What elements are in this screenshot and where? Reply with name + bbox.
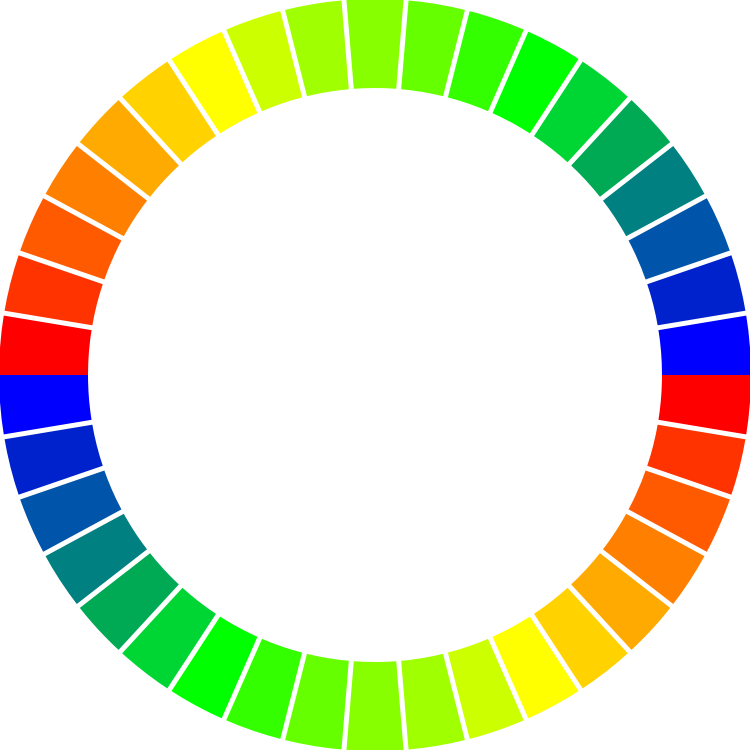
segment-gap [396, 658, 409, 750]
wheel-segment [223, 10, 305, 113]
segment-gap [16, 249, 107, 285]
wheel-segment [0, 375, 92, 437]
segment-gap [442, 650, 471, 743]
segment-gap [487, 634, 530, 723]
segment-gap [528, 57, 584, 138]
wheel-segment [223, 637, 305, 740]
wheel-segment [44, 511, 149, 606]
wheel-segment [120, 586, 219, 690]
segment-gap [279, 7, 308, 100]
segment-gap [117, 95, 184, 168]
wheel-segment [531, 60, 630, 164]
wheel-segment [646, 422, 746, 498]
wheel-segment [601, 511, 706, 606]
wheel-segment [601, 144, 706, 239]
segment-gap [598, 140, 675, 202]
segment-gap [487, 27, 530, 116]
segment-gap [279, 650, 308, 743]
wheel-segment [44, 144, 149, 239]
wheel-segment [569, 551, 672, 652]
segment-gap [75, 548, 152, 610]
wheel-segment [78, 551, 181, 652]
segment-gap [16, 465, 107, 501]
segment-gap [41, 508, 126, 558]
segment-gap [624, 192, 709, 242]
wheel-segment [120, 60, 219, 164]
segment-gap [166, 612, 222, 693]
segment-gap [220, 27, 263, 116]
segment-gap [598, 548, 675, 610]
segment-gap [341, 658, 354, 750]
segment-gap [166, 57, 222, 138]
segment-gap [655, 310, 749, 331]
wheel-segment [445, 637, 527, 740]
wheel-segment [445, 10, 527, 113]
wheel-segment [490, 30, 581, 135]
wheel-segment [658, 313, 750, 375]
segment-gap [566, 95, 633, 168]
wheel-segment [78, 98, 181, 199]
wheel-segment [658, 375, 750, 437]
wheel-segment [4, 252, 104, 328]
wheel-segment [646, 252, 746, 328]
segment-gap [220, 634, 263, 723]
segment-gap [566, 582, 633, 655]
segment-gap [341, 0, 354, 92]
segment-gap [655, 419, 749, 440]
wheel-segment [0, 313, 92, 375]
segment-gap [1, 419, 95, 440]
wheel-segment [343, 0, 407, 89]
segment-gap [528, 612, 584, 693]
segment-gap [396, 0, 409, 92]
wheel-segment [569, 98, 672, 199]
segment-gap [75, 140, 152, 202]
segment-gap [624, 508, 709, 558]
segment-gap [1, 310, 95, 331]
wheel-segment [169, 30, 260, 135]
segment-gap [442, 7, 471, 100]
segment-gap [643, 249, 734, 285]
wheel-segment [531, 586, 630, 690]
wheel-segment [490, 615, 581, 720]
segment-gap [41, 192, 126, 242]
wheel-segment [169, 615, 260, 720]
wheel-segment [343, 661, 407, 750]
segment-gap [117, 582, 184, 655]
segment-gap [643, 465, 734, 501]
wheel-segment [4, 422, 104, 498]
